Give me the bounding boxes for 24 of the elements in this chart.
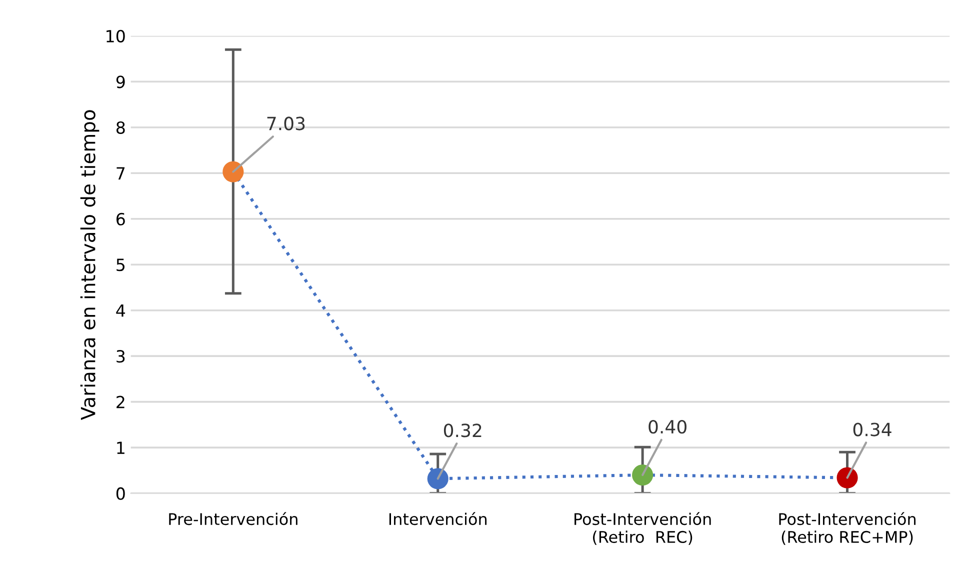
y-tick-label: 6 <box>116 212 125 226</box>
y-tick-label: 9 <box>116 76 125 88</box>
x-tick-label: Pre-Intervención <box>169 512 298 526</box>
y-tick-label: 2 <box>116 396 124 408</box>
y-tick-label: 0 <box>116 487 125 500</box>
x-tick-label: Intervención <box>389 512 487 526</box>
y-tick-label: 8 <box>116 121 125 134</box>
x-tick-label: Post-Intervención (Retiro REC+MP) <box>779 512 916 545</box>
data-label: 7.03 <box>267 116 305 130</box>
y-tick-label: 1 <box>117 442 124 454</box>
y-tick-label: 4 <box>116 304 126 317</box>
point <box>836 467 858 488</box>
y-tick-label: 7 <box>116 167 125 180</box>
y-tick-label: 5 <box>116 258 124 272</box>
data-label: 0.40 <box>648 420 686 434</box>
point <box>222 161 244 182</box>
y-axis-title: Varianza en intervalo de tiempo <box>80 110 100 420</box>
y-tick-label: 3 <box>116 350 125 363</box>
data-label: 0.32 <box>444 424 482 438</box>
point <box>427 468 448 490</box>
point <box>632 464 654 486</box>
data-label: 0.34 <box>853 422 892 436</box>
y-tick-label: 10 <box>106 30 125 42</box>
x-tick-label: Post-Intervención (Retiro REC) <box>574 512 711 545</box>
